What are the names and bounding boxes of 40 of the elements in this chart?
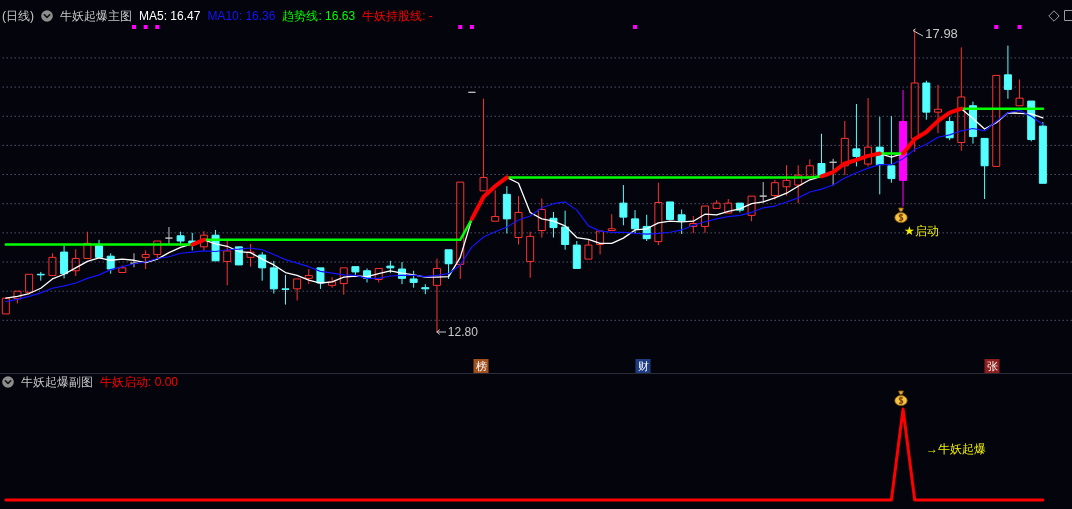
candlestick — [281, 274, 290, 306]
annotation: 12.80 — [447, 325, 478, 339]
candlestick — [934, 84, 942, 134]
candlestick — [199, 230, 208, 251]
text: 牛妖持股线: - — [362, 9, 433, 23]
annotation: →牛妖起爆 — [926, 442, 986, 456]
chart-title: 牛妖起爆副图 — [21, 375, 93, 389]
candlestick — [48, 252, 57, 276]
text: MA5: 16.47 — [139, 9, 201, 23]
candlestick — [1, 297, 10, 315]
candlestick — [1015, 78, 1024, 107]
candlestick — [339, 267, 348, 296]
candlestick — [60, 245, 69, 279]
candlestick — [980, 137, 989, 200]
candlestick — [864, 97, 873, 167]
text: 牛妖启动: 0.00 — [100, 375, 179, 389]
candlestick — [95, 239, 104, 258]
candlestick — [992, 74, 1001, 167]
candlestick — [25, 273, 34, 293]
candlestick — [293, 278, 302, 302]
candlestick — [887, 115, 896, 184]
candlestick — [164, 226, 173, 245]
chart-title: (日线) — [2, 9, 34, 23]
annotation: ★启动 — [904, 224, 939, 238]
candlestick — [432, 258, 441, 333]
text: 财 — [635, 359, 651, 373]
chart-subtitle: 牛妖起爆主图 — [60, 9, 132, 23]
annotation: 17.98 — [925, 25, 958, 41]
text: MA10: 16.36 — [207, 9, 276, 23]
candlestick — [957, 46, 966, 152]
candlestick — [71, 248, 80, 277]
text: 趋势线: 16.63 — [282, 9, 356, 23]
text: 张 — [984, 359, 1000, 373]
candlestick — [479, 98, 488, 192]
candlestick — [805, 158, 814, 177]
text: 榜 — [473, 359, 489, 373]
candlestick — [491, 189, 500, 222]
candlestick — [328, 276, 337, 289]
candlestick — [1003, 45, 1012, 100]
candlestick — [421, 283, 430, 295]
